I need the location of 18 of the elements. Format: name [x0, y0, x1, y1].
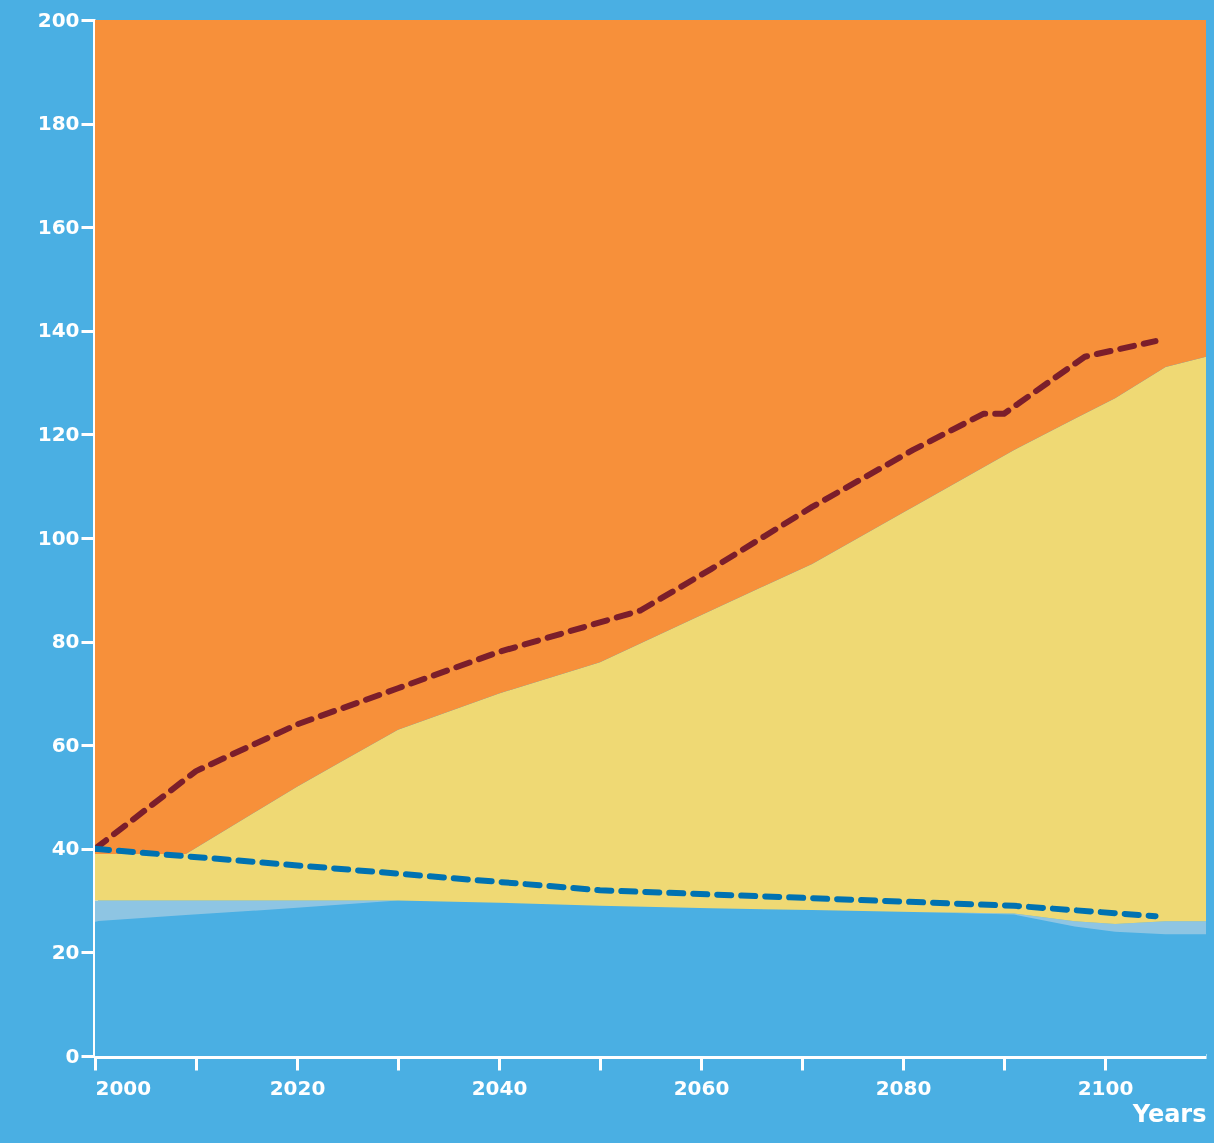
x-tick-label: 2100 — [1077, 1075, 1134, 1100]
y-tick-label: 60 — [51, 732, 80, 757]
y-tick-label: 100 — [37, 525, 80, 550]
y-tick-label: 80 — [51, 629, 80, 654]
y-tick-label: 120 — [37, 421, 80, 446]
x-tick-label: 2000 — [95, 1075, 152, 1100]
y-tick-label: 0 — [65, 1043, 80, 1068]
y-tick-label: 200 — [37, 7, 80, 32]
y-tick-label: 180 — [37, 111, 80, 136]
x-tick-label: 2020 — [269, 1075, 326, 1100]
y-tick-label: 40 — [51, 836, 80, 861]
x-axis-title: Years — [1131, 1099, 1207, 1128]
y-tick-label: 140 — [37, 318, 80, 343]
x-tick-label: 2080 — [875, 1075, 932, 1100]
x-tick-label: 2060 — [673, 1075, 730, 1100]
y-tick-label: 20 — [51, 939, 80, 964]
y-tick-label: 160 — [37, 214, 80, 239]
x-tick-label: 2040 — [471, 1075, 528, 1100]
